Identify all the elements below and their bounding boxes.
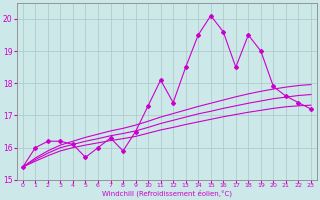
X-axis label: Windchill (Refroidissement éolien,°C): Windchill (Refroidissement éolien,°C) [102, 190, 232, 197]
